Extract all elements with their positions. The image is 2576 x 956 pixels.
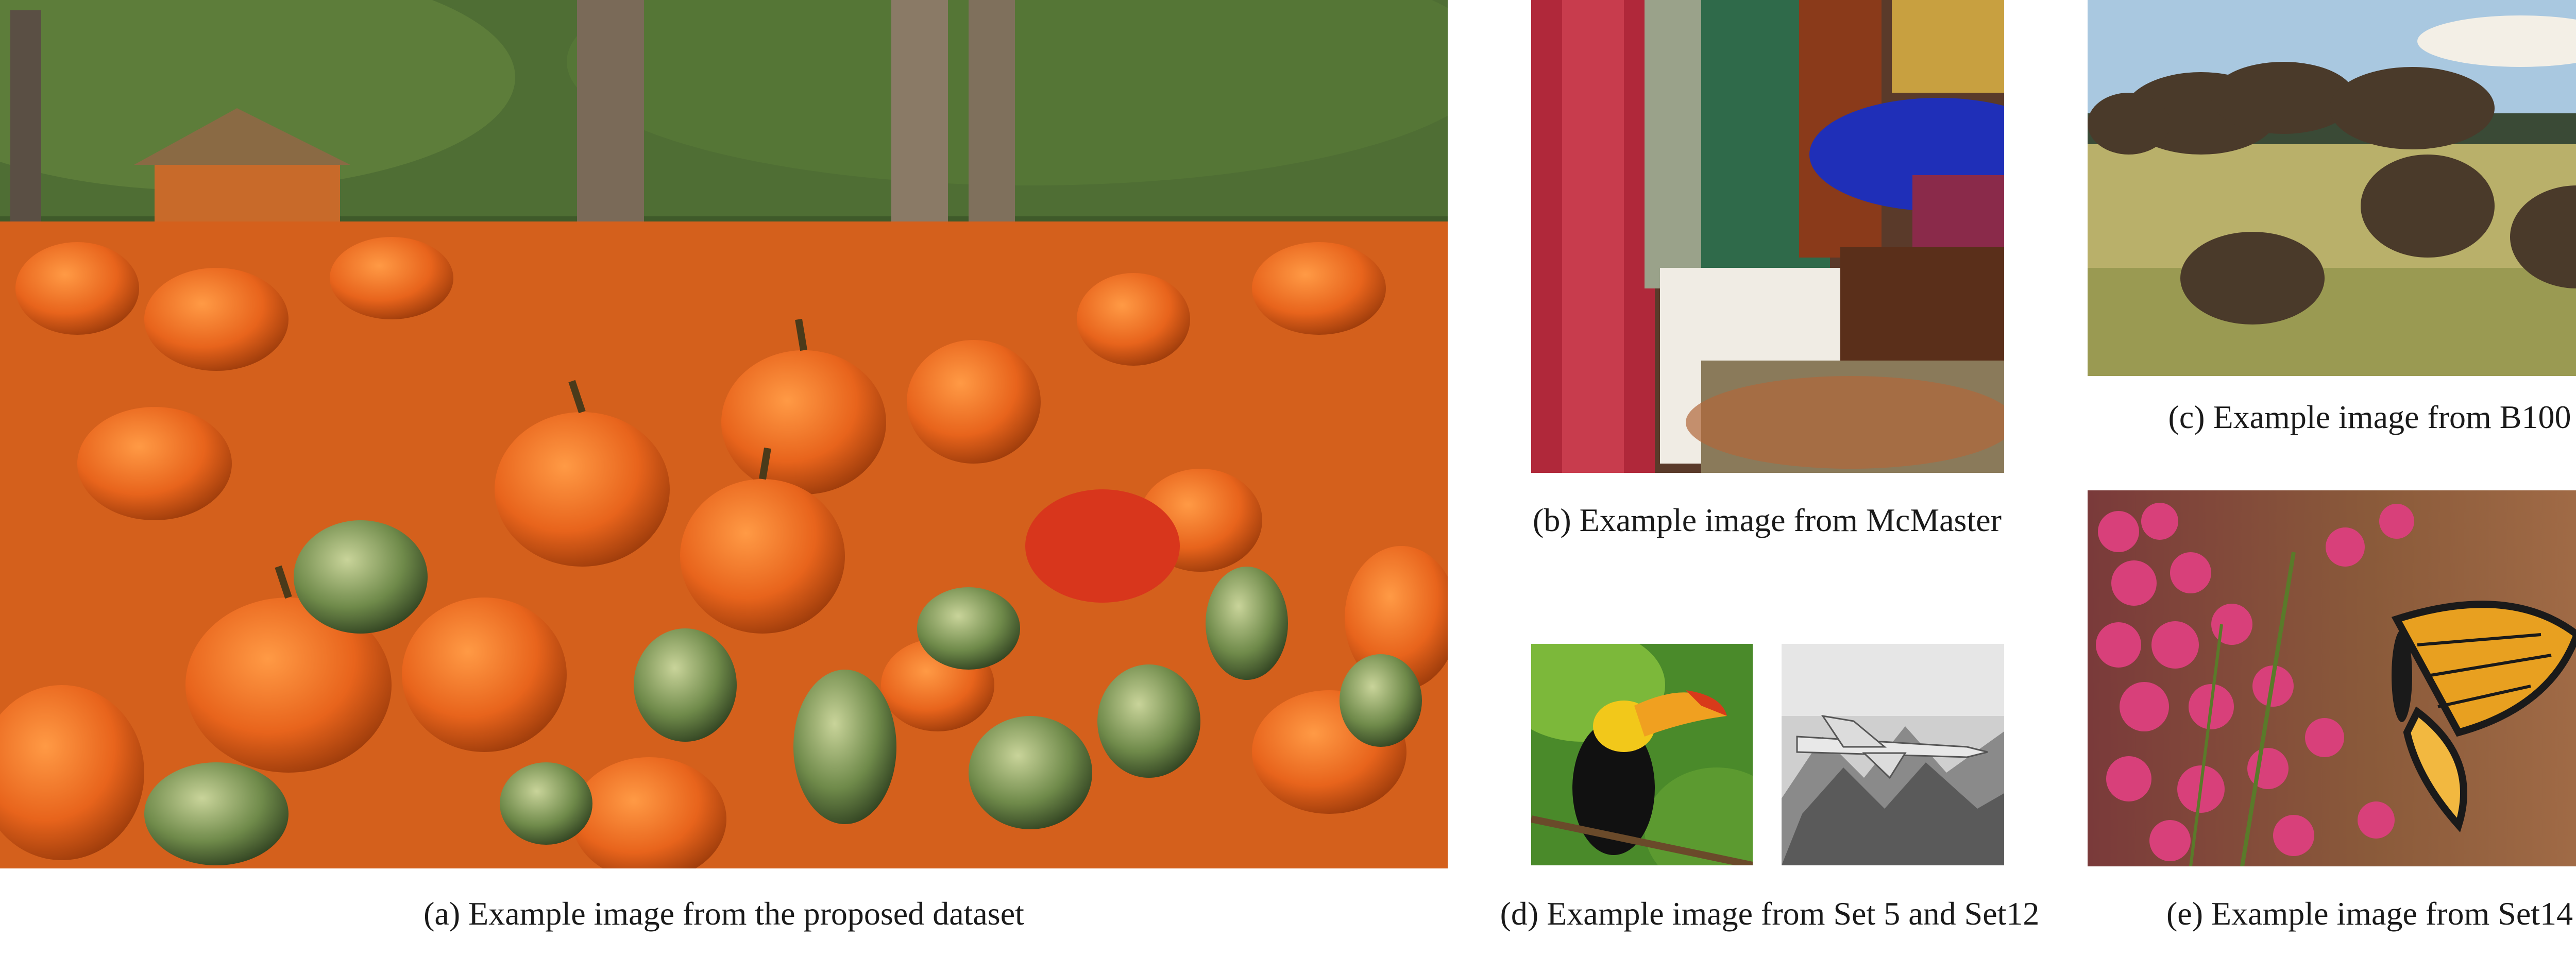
bison-herd-photo xyxy=(2088,0,2576,376)
fighter-jet-grayscale-photo xyxy=(1782,644,2004,865)
caption-e: (e) Example image from Set14 xyxy=(2166,895,2573,932)
pumpkin-patch-photo xyxy=(0,0,1448,868)
monarch-butterfly-photo xyxy=(2088,490,2576,866)
caption-a: (a) Example image from the proposed data… xyxy=(423,895,1024,932)
fabric-textiles-photo xyxy=(1531,0,2004,473)
caption-d: (d) Example image from Set 5 and Set12 xyxy=(1500,895,2040,932)
toucan-photo xyxy=(1531,644,1753,865)
caption-b: (b) Example image from McMaster xyxy=(1533,502,2002,538)
caption-c: (c) Example image from B100 xyxy=(2168,399,2571,435)
